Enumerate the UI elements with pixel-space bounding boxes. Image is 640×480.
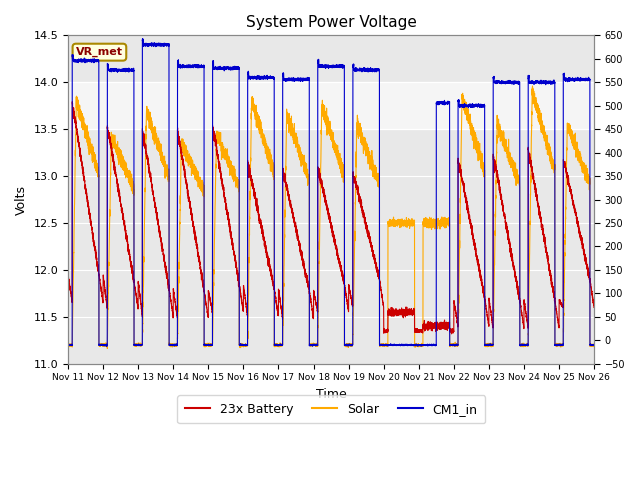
Bar <box>68 82 594 129</box>
Text: VR_met: VR_met <box>76 47 123 57</box>
X-axis label: Time: Time <box>316 388 346 401</box>
Legend: 23x Battery, Solar, CM1_in: 23x Battery, Solar, CM1_in <box>177 395 485 423</box>
Y-axis label: Volts: Volts <box>15 184 28 215</box>
Title: System Power Voltage: System Power Voltage <box>246 15 417 30</box>
